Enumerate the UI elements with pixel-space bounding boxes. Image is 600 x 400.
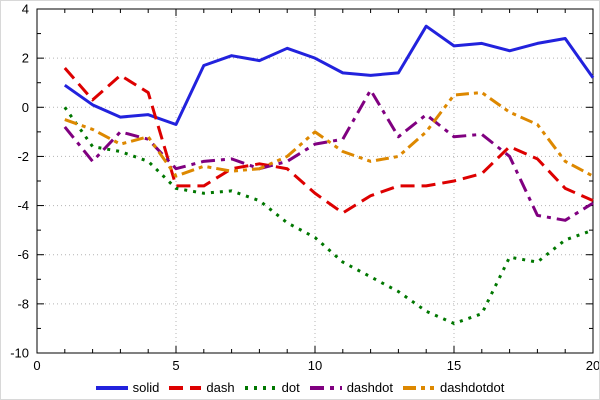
x-tick-label: 15 bbox=[447, 358, 461, 373]
legend-swatch-dot bbox=[244, 385, 277, 390]
chart-canvas: 420-2-4-6-8-100 5 10 15 20 bbox=[10, 2, 600, 374]
y-tick-label: -2 bbox=[17, 149, 29, 164]
legend-label-dashdot: dashdot bbox=[346, 380, 393, 395]
legend-label-dashdotdot: dashdotdot bbox=[439, 380, 505, 395]
legend-swatch-dashdot bbox=[309, 385, 342, 390]
x-tick-label: 5 bbox=[172, 358, 179, 373]
y-tick-label: 0 bbox=[22, 100, 29, 115]
legend-swatch-solid bbox=[95, 385, 128, 390]
series-line-dash bbox=[63, 66, 594, 215]
y-tick-label: -6 bbox=[17, 247, 29, 262]
legend-entry-dashdotdot: dashdotdot bbox=[402, 380, 505, 395]
y-tick-label: -8 bbox=[17, 296, 29, 311]
y-tick-label: -10 bbox=[10, 346, 29, 361]
series-line-dashdotdot bbox=[64, 91, 594, 178]
y-tick-label: 2 bbox=[22, 51, 29, 66]
series-line-dashdot bbox=[63, 88, 594, 222]
y-tick-label: 4 bbox=[22, 2, 29, 17]
legend-entry-dash: dash bbox=[169, 380, 235, 395]
y-tick-label: -4 bbox=[17, 198, 29, 213]
x-tick-label: 20 bbox=[586, 358, 600, 373]
legend-label-solid: solid bbox=[132, 380, 160, 395]
legend-entry-dot: dot bbox=[244, 380, 300, 395]
legend-swatch-dash bbox=[169, 385, 202, 390]
x-tick-label: 10 bbox=[308, 358, 322, 373]
x-tick-label: 0 bbox=[33, 358, 40, 373]
legend-entry-dashdot: dashdot bbox=[309, 380, 393, 395]
legend-label-dash: dash bbox=[206, 380, 235, 395]
legend-swatch-dashdotdot bbox=[402, 385, 435, 390]
legend: solid dash dot dashdot dashdotdot bbox=[1, 380, 599, 395]
series-line-solid bbox=[63, 24, 595, 126]
legend-entry-solid: solid bbox=[95, 380, 160, 395]
series-line-dot bbox=[63, 106, 594, 326]
legend-label-dot: dot bbox=[281, 380, 300, 395]
